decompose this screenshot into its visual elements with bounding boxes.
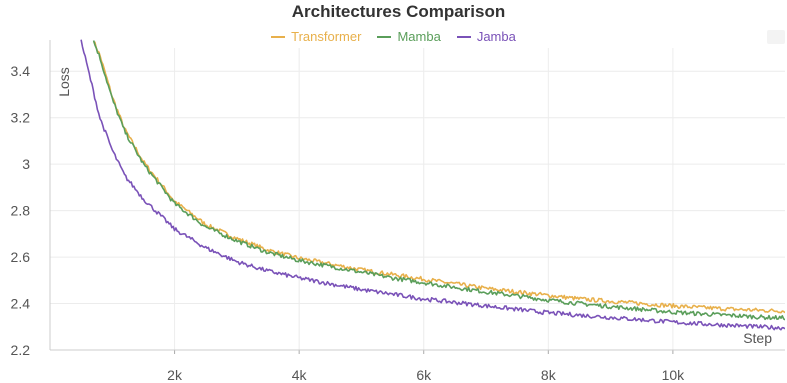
legend-item-transformer[interactable]: Transformer	[271, 29, 361, 44]
y-tick-label: 3.4	[11, 63, 31, 79]
legend-label-mamba: Mamba	[397, 29, 441, 44]
x-tick-label: 6k	[416, 367, 432, 383]
series-line-transformer[interactable]	[93, 41, 785, 314]
series-line-jamba[interactable]	[80, 39, 785, 331]
y-tick-label: 2.8	[11, 203, 31, 219]
x-tick-label: 8k	[541, 367, 557, 383]
y-tick-label: 2.2	[11, 342, 31, 358]
legend-label-jamba: Jamba	[476, 29, 516, 44]
y-tick-label: 3	[22, 156, 30, 172]
x-tick-label: 2k	[167, 367, 183, 383]
legend-label-transformer: Transformer	[291, 29, 362, 44]
legend-item-mamba[interactable]: Mamba	[377, 29, 441, 44]
x-tick-label: 10k	[662, 367, 686, 383]
series-line-mamba[interactable]	[92, 40, 785, 321]
grid-lines	[50, 48, 785, 351]
legend-swatch-transformer	[271, 35, 286, 38]
legend: Transformer Mamba Jamba	[0, 29, 787, 44]
y-tick-label: 3.2	[11, 110, 31, 126]
x-axis: 2k 4k 6k 8k 10k	[50, 349, 785, 383]
legend-menu-button[interactable]	[767, 30, 785, 44]
legend-swatch-mamba	[377, 35, 392, 38]
y-tick-label: 2.6	[11, 249, 31, 265]
legend-swatch-jamba	[456, 35, 471, 38]
y-axis-label: Loss	[56, 67, 72, 97]
x-axis-label: Step	[743, 330, 772, 346]
legend-item-jamba[interactable]: Jamba	[456, 29, 516, 44]
y-tick-label: 2.4	[11, 296, 31, 312]
x-tick-label: 4k	[292, 367, 308, 383]
y-axis: 2.2 2.4 2.6 2.8 3 3.2 3.4	[11, 40, 51, 358]
series-layer	[80, 39, 785, 331]
chart-title: Architectures Comparison	[291, 2, 506, 21]
